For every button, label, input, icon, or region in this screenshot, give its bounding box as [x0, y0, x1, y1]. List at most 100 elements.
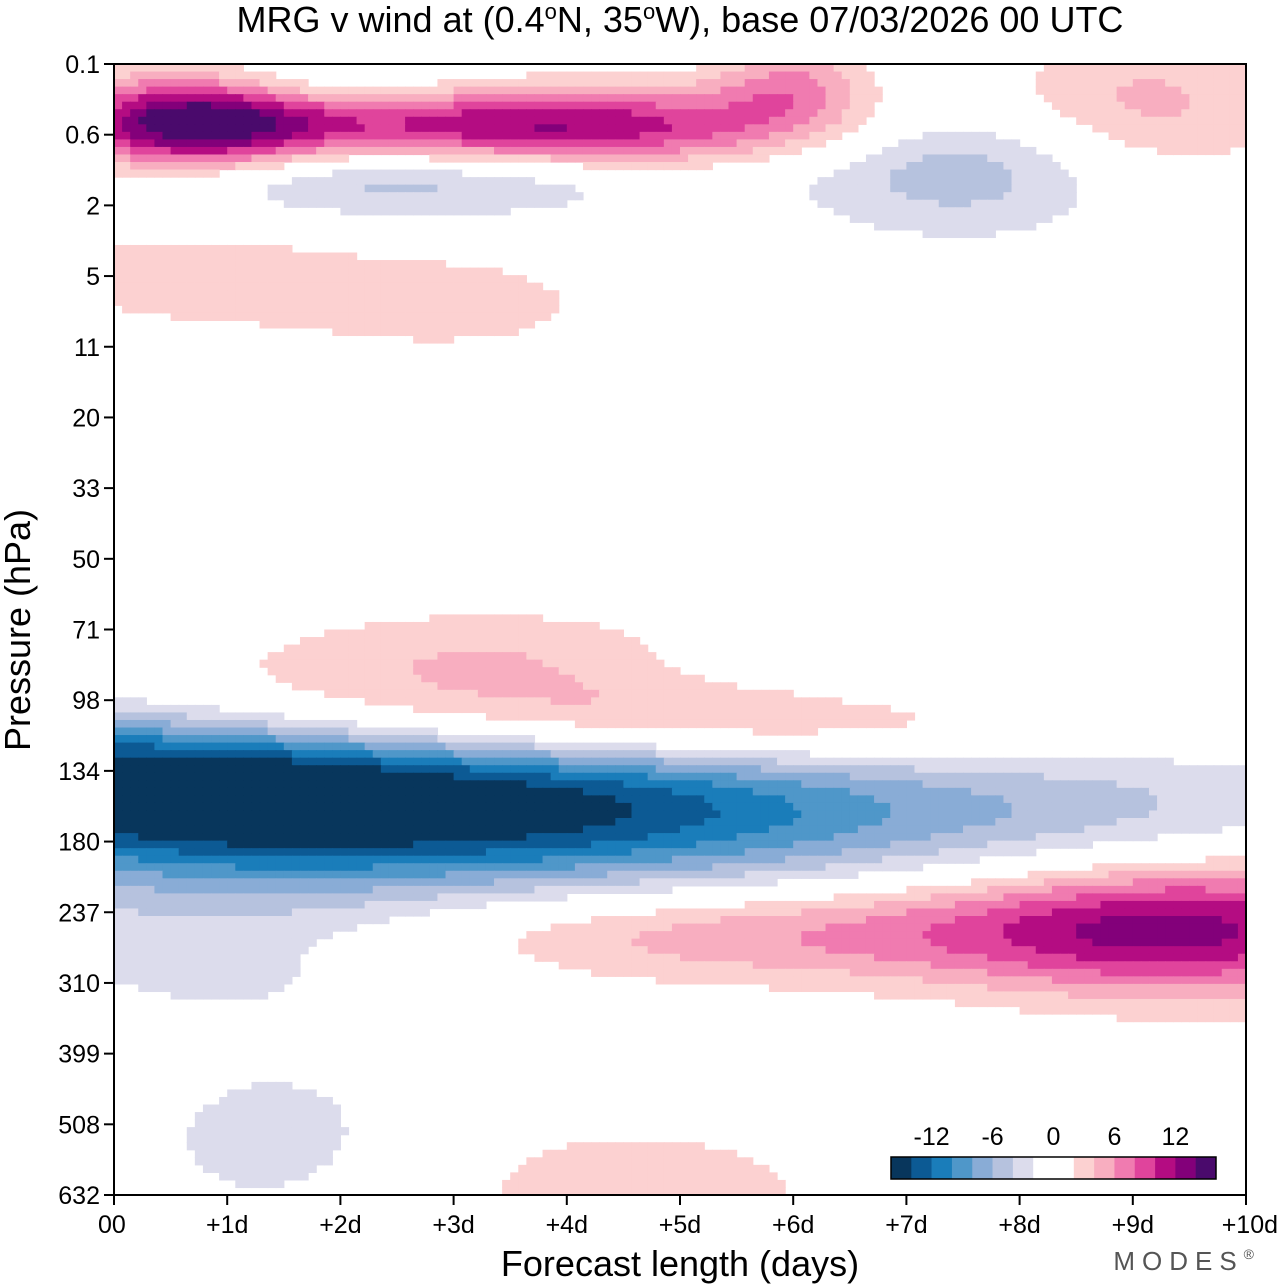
contour-cell — [340, 290, 350, 299]
contour-cell — [671, 674, 681, 683]
contour-cell — [987, 177, 996, 186]
contour-cell — [510, 86, 519, 95]
contour-cell — [623, 71, 633, 80]
contour-cell — [1205, 787, 1215, 796]
contour-cell — [825, 795, 835, 804]
contour-cell — [647, 810, 657, 819]
contour-cell — [518, 825, 527, 834]
contour-cell — [178, 244, 188, 254]
contour-cell — [809, 101, 819, 110]
contour-cell — [162, 290, 172, 299]
contour-cell — [599, 652, 608, 661]
contour-cell — [874, 780, 883, 789]
contour-cell — [518, 682, 527, 691]
contour-cell — [421, 629, 430, 638]
contour-cell — [170, 712, 180, 721]
contour-cell — [485, 629, 495, 638]
contour-cell — [380, 780, 390, 789]
contour-cell — [194, 79, 204, 88]
contour-cell — [340, 192, 350, 201]
contour-cell — [566, 704, 576, 714]
contour-cell — [898, 169, 907, 178]
contour-cell — [1140, 772, 1150, 781]
contour-cell — [1043, 810, 1053, 819]
contour-cell — [752, 116, 762, 125]
contour-cell — [607, 742, 616, 751]
contour-cell — [558, 682, 568, 691]
contour-cell — [971, 795, 980, 804]
contour-cell — [768, 765, 778, 774]
contour-cell — [283, 109, 293, 118]
contour-cell — [631, 644, 641, 653]
contour-cell — [421, 659, 430, 668]
contour-cell — [801, 719, 810, 729]
contour-cell — [154, 297, 164, 306]
contour-cell — [688, 94, 697, 103]
contour-cell — [882, 825, 891, 834]
contour-cell — [502, 810, 511, 819]
contour-cell — [437, 757, 447, 766]
contour-cell — [777, 825, 786, 834]
contour-cell — [558, 116, 568, 125]
contour-cell — [760, 86, 770, 95]
contour-cell — [372, 780, 382, 789]
contour-cell — [421, 116, 430, 125]
contour-cell — [809, 765, 819, 774]
contour-cell — [316, 757, 325, 766]
contour-cell — [857, 704, 867, 714]
contour-cell — [219, 712, 228, 721]
contour-cell — [283, 139, 293, 148]
contour-cell — [1084, 101, 1093, 110]
contour-cell — [348, 674, 358, 683]
contour-cell — [566, 772, 576, 781]
contour-cell — [502, 184, 511, 193]
contour-cell — [1165, 86, 1174, 95]
contour-cell — [340, 169, 350, 178]
contour-cell — [1027, 192, 1037, 201]
contour-cell — [235, 139, 244, 148]
contour-cell — [267, 818, 277, 827]
contour-cell — [671, 787, 681, 796]
contour-cell — [615, 742, 624, 751]
contour-cell — [526, 667, 536, 676]
contour-cell — [122, 727, 131, 736]
contour-cell — [154, 750, 164, 759]
contour-cell — [308, 282, 317, 291]
contour-cell — [558, 772, 568, 781]
contour-cell — [857, 199, 867, 208]
contour-cell — [971, 810, 980, 819]
contour-cell — [429, 327, 439, 337]
contour-cell — [340, 637, 350, 646]
contour-cell — [558, 787, 568, 796]
contour-cell — [1140, 116, 1150, 125]
contour-cell — [647, 667, 657, 676]
contour-cell — [510, 825, 519, 834]
contour-cell — [405, 267, 414, 276]
contour-cell — [1108, 109, 1118, 118]
contour-cell — [825, 184, 835, 193]
contour-cell — [130, 154, 139, 163]
contour-cell — [1189, 146, 1199, 156]
contour-cell — [469, 290, 479, 299]
contour-cell — [308, 735, 317, 744]
contour-cell — [720, 86, 730, 95]
contour-cell — [518, 772, 527, 781]
contour-cell — [437, 267, 447, 276]
contour-cell — [849, 86, 859, 95]
contour-cell — [485, 290, 495, 299]
contour-cell — [388, 290, 398, 299]
contour-cell — [1019, 757, 1029, 766]
contour-cell — [995, 787, 1005, 796]
contour-cell — [825, 712, 835, 721]
contour-cell — [477, 192, 487, 201]
contour-cell — [316, 124, 325, 133]
contour-cell — [946, 229, 956, 239]
contour-cell — [744, 124, 754, 133]
contour-cell — [1140, 139, 1150, 148]
contour-cell — [308, 840, 317, 849]
contour-cell — [1157, 787, 1166, 796]
contour-cell — [421, 131, 430, 140]
contour-cell — [421, 825, 430, 834]
contour-cell — [574, 621, 584, 631]
contour-cell — [485, 674, 495, 683]
